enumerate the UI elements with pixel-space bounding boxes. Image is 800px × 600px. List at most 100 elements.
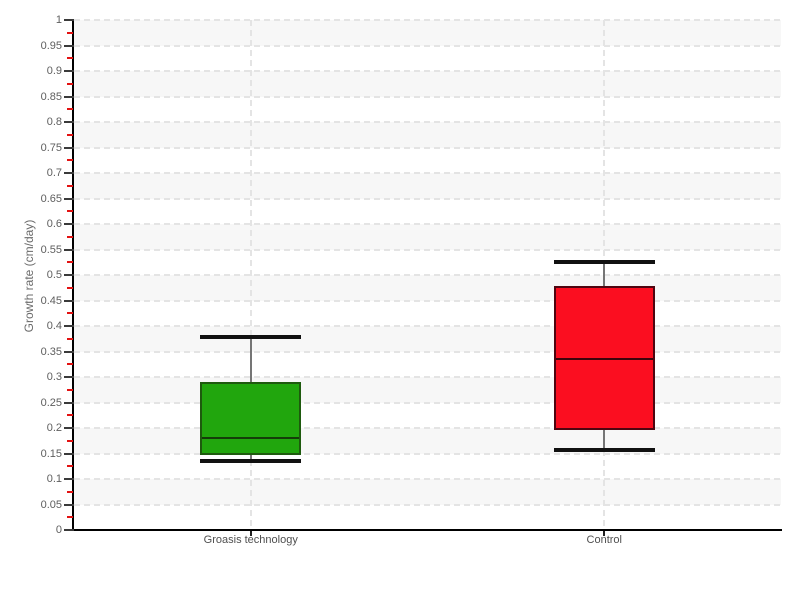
y-minor-tick bbox=[67, 235, 73, 238]
y-tick-label: 0.7 bbox=[46, 167, 62, 179]
y-minor-tick bbox=[67, 286, 73, 289]
h-gridline bbox=[74, 248, 781, 251]
y-tick-label: 0.4 bbox=[46, 320, 62, 332]
y-major-tick bbox=[64, 44, 74, 47]
y-major-tick bbox=[64, 121, 74, 123]
h-gridline bbox=[74, 427, 781, 429]
y-tick-label: 0.25 bbox=[40, 396, 62, 409]
plot-band bbox=[74, 454, 781, 480]
y-major-tick bbox=[64, 95, 74, 98]
y-major-tick bbox=[64, 274, 74, 276]
y-tick-label: 0.3 bbox=[46, 371, 62, 383]
y-tick-label: 0.55 bbox=[40, 243, 62, 256]
y-tick-label: 0.1 bbox=[46, 473, 62, 485]
whisker-cap-min-control bbox=[553, 448, 655, 453]
box-groasis-technology[interactable] bbox=[200, 382, 302, 456]
y-minor-tick bbox=[67, 363, 73, 366]
y-major-tick bbox=[64, 452, 74, 455]
y-major-tick bbox=[64, 299, 74, 302]
plot-area bbox=[74, 19, 781, 531]
y-tick-label: 0.95 bbox=[40, 39, 62, 52]
y-major-tick bbox=[64, 503, 74, 506]
plot-band bbox=[74, 122, 781, 148]
whisker-cap-max-control bbox=[553, 260, 655, 265]
plot-band bbox=[74, 479, 781, 505]
plot-band bbox=[74, 97, 781, 123]
y-major-tick bbox=[64, 529, 74, 531]
x-axis-line bbox=[72, 529, 782, 531]
y-tick-label: 0.85 bbox=[40, 90, 62, 103]
h-gridline bbox=[74, 172, 781, 174]
y-major-tick bbox=[64, 325, 74, 327]
plot-band bbox=[74, 199, 781, 225]
y-minor-tick bbox=[67, 490, 73, 493]
y-major-tick bbox=[64, 427, 74, 429]
y-minor-tick bbox=[67, 31, 73, 34]
y-minor-tick bbox=[67, 210, 73, 213]
y-minor-tick bbox=[67, 82, 73, 85]
y-minor-tick bbox=[67, 133, 73, 136]
plot-band bbox=[74, 403, 781, 429]
y-tick-label: 0.6 bbox=[46, 218, 62, 230]
y-major-tick bbox=[64, 19, 74, 21]
h-gridline bbox=[74, 325, 781, 327]
h-gridline bbox=[74, 19, 781, 21]
y-major-tick bbox=[64, 146, 74, 149]
y-tick-label: 0.35 bbox=[40, 345, 62, 358]
y-tick-label: 0 bbox=[55, 524, 62, 536]
h-gridline bbox=[74, 95, 781, 98]
plot-band bbox=[74, 71, 781, 97]
y-major-tick bbox=[64, 172, 74, 174]
y-tick-label: 1 bbox=[55, 14, 62, 26]
whisker-cap-min-groasis-technology bbox=[200, 459, 302, 464]
h-gridline bbox=[74, 197, 781, 200]
y-major-tick bbox=[64, 248, 74, 251]
h-gridline bbox=[74, 299, 781, 302]
y-tick-label: 0.75 bbox=[40, 141, 62, 154]
h-gridline bbox=[74, 478, 781, 480]
y-tick-label: 0.65 bbox=[40, 192, 62, 205]
x-category-tick bbox=[603, 531, 606, 536]
plot-band bbox=[74, 505, 781, 531]
h-gridline bbox=[74, 274, 781, 276]
y-minor-tick bbox=[67, 261, 73, 264]
y-major-tick bbox=[64, 70, 74, 72]
y-major-tick bbox=[64, 223, 74, 225]
y-tick-label: 0.8 bbox=[46, 116, 62, 128]
h-gridline bbox=[74, 70, 781, 72]
plot-band bbox=[74, 20, 781, 46]
y-tick-label: 0.05 bbox=[40, 498, 62, 511]
median-line-control bbox=[555, 358, 653, 361]
y-major-tick bbox=[64, 350, 74, 353]
y-minor-tick bbox=[67, 312, 73, 315]
plot-band bbox=[74, 301, 781, 327]
h-gridline bbox=[74, 376, 781, 378]
y-tick-label: 0.2 bbox=[46, 422, 62, 434]
plot-band bbox=[74, 428, 781, 454]
h-gridline bbox=[74, 503, 781, 506]
plot-band bbox=[74, 173, 781, 199]
h-gridline bbox=[74, 223, 781, 225]
plot-band bbox=[74, 46, 781, 72]
y-minor-tick bbox=[67, 465, 73, 468]
y-tick-label: 0.9 bbox=[46, 65, 62, 77]
plot-band bbox=[74, 275, 781, 301]
h-gridline bbox=[74, 146, 781, 149]
y-minor-tick bbox=[67, 388, 73, 391]
y-minor-tick bbox=[67, 184, 73, 187]
y-minor-tick bbox=[67, 439, 73, 442]
plot-band bbox=[74, 250, 781, 276]
box-control[interactable] bbox=[553, 286, 655, 431]
y-major-tick bbox=[64, 478, 74, 480]
x-category-label-2: Control bbox=[586, 534, 622, 546]
y-major-tick bbox=[64, 401, 74, 404]
y-major-tick bbox=[64, 197, 74, 200]
plot-band bbox=[74, 326, 781, 352]
y-tick-label: 0.5 bbox=[46, 269, 62, 281]
h-gridline bbox=[74, 44, 781, 47]
h-gridline bbox=[74, 121, 781, 123]
plot-band bbox=[74, 377, 781, 403]
plot-band bbox=[74, 352, 781, 378]
v-gridline bbox=[249, 20, 252, 530]
